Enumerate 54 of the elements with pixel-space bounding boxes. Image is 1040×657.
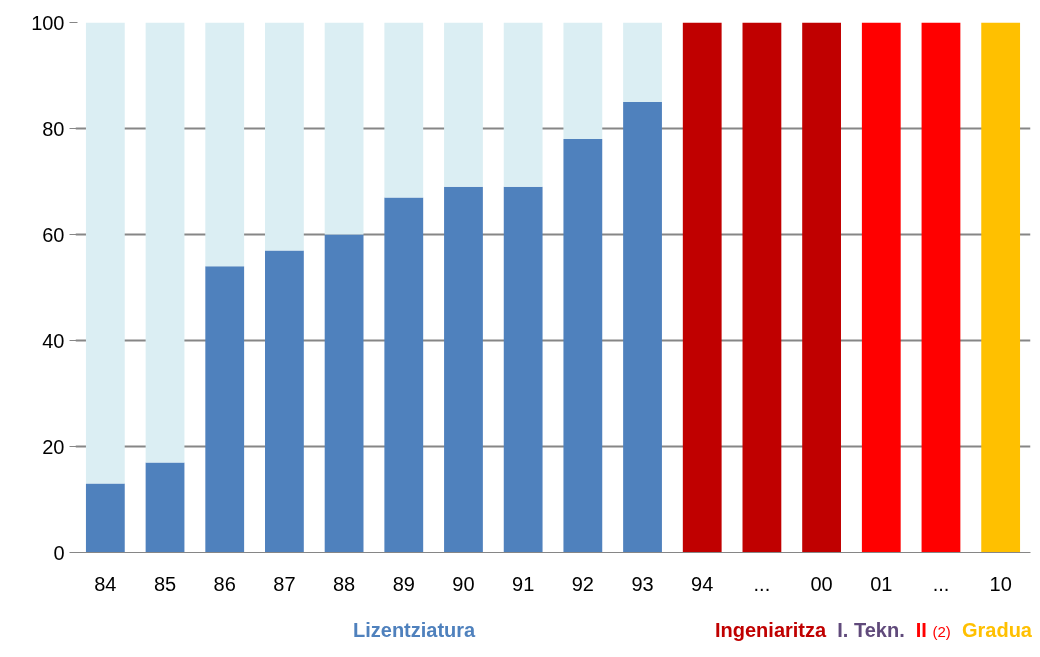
bar (623, 102, 662, 553)
x-tick-label: 92 (571, 572, 594, 595)
bar (384, 197, 424, 553)
text: Ingeniaritza (715, 619, 827, 641)
bar (921, 22, 961, 553)
bar (384, 22, 424, 198)
text: Lizentziatura (353, 618, 476, 643)
bar (265, 250, 304, 553)
x-tick-label: 00 (810, 572, 833, 595)
bar (682, 22, 722, 553)
y-tick-label: 40 (42, 329, 65, 352)
y-tick-label: 60 (42, 223, 65, 246)
bar (742, 22, 782, 553)
text: II (915, 619, 927, 641)
bar (563, 22, 603, 140)
bar (324, 234, 364, 553)
x-tick-label: 87 (273, 572, 296, 595)
bar (861, 22, 901, 553)
x-tick-label: ... (753, 572, 771, 595)
x-tick-label: ... (932, 572, 950, 595)
bar (205, 22, 245, 267)
bar (444, 22, 483, 187)
x-tick-label: 94 (691, 572, 714, 595)
x-tick-label: 89 (392, 572, 415, 595)
bar (503, 186, 543, 553)
bar (85, 483, 125, 553)
legend-label: I. Tekn. (837, 619, 905, 641)
bar (503, 22, 543, 187)
x-tick-label: 10 (989, 572, 1012, 595)
x-tick-label: 88 (332, 572, 356, 595)
x-tick-label: 01 (870, 572, 893, 595)
x-tick-label: 93 (631, 572, 654, 595)
bar (324, 22, 364, 235)
bar (265, 22, 304, 251)
bar (444, 186, 483, 553)
x-tick-label: 90 (452, 572, 475, 595)
text: (2) (932, 623, 951, 640)
y-tick-label: 0 (53, 541, 65, 564)
bar (802, 22, 841, 553)
x-tick-label: 85 (153, 572, 177, 595)
y-tick-label: 20 (42, 435, 65, 458)
bar (981, 22, 1021, 553)
bar (145, 462, 185, 553)
bar (85, 22, 125, 484)
bar (623, 22, 662, 102)
x-tick-label: 91 (512, 572, 535, 595)
y-tick-label: 80 (42, 117, 65, 140)
bar (563, 139, 603, 553)
text: Gradua (961, 619, 1032, 641)
y-tick-label: 100 (31, 11, 65, 34)
x-tick-label: 84 (94, 572, 117, 595)
bar (205, 266, 245, 553)
x-tick-label: 86 (213, 572, 236, 595)
bar (145, 22, 185, 463)
